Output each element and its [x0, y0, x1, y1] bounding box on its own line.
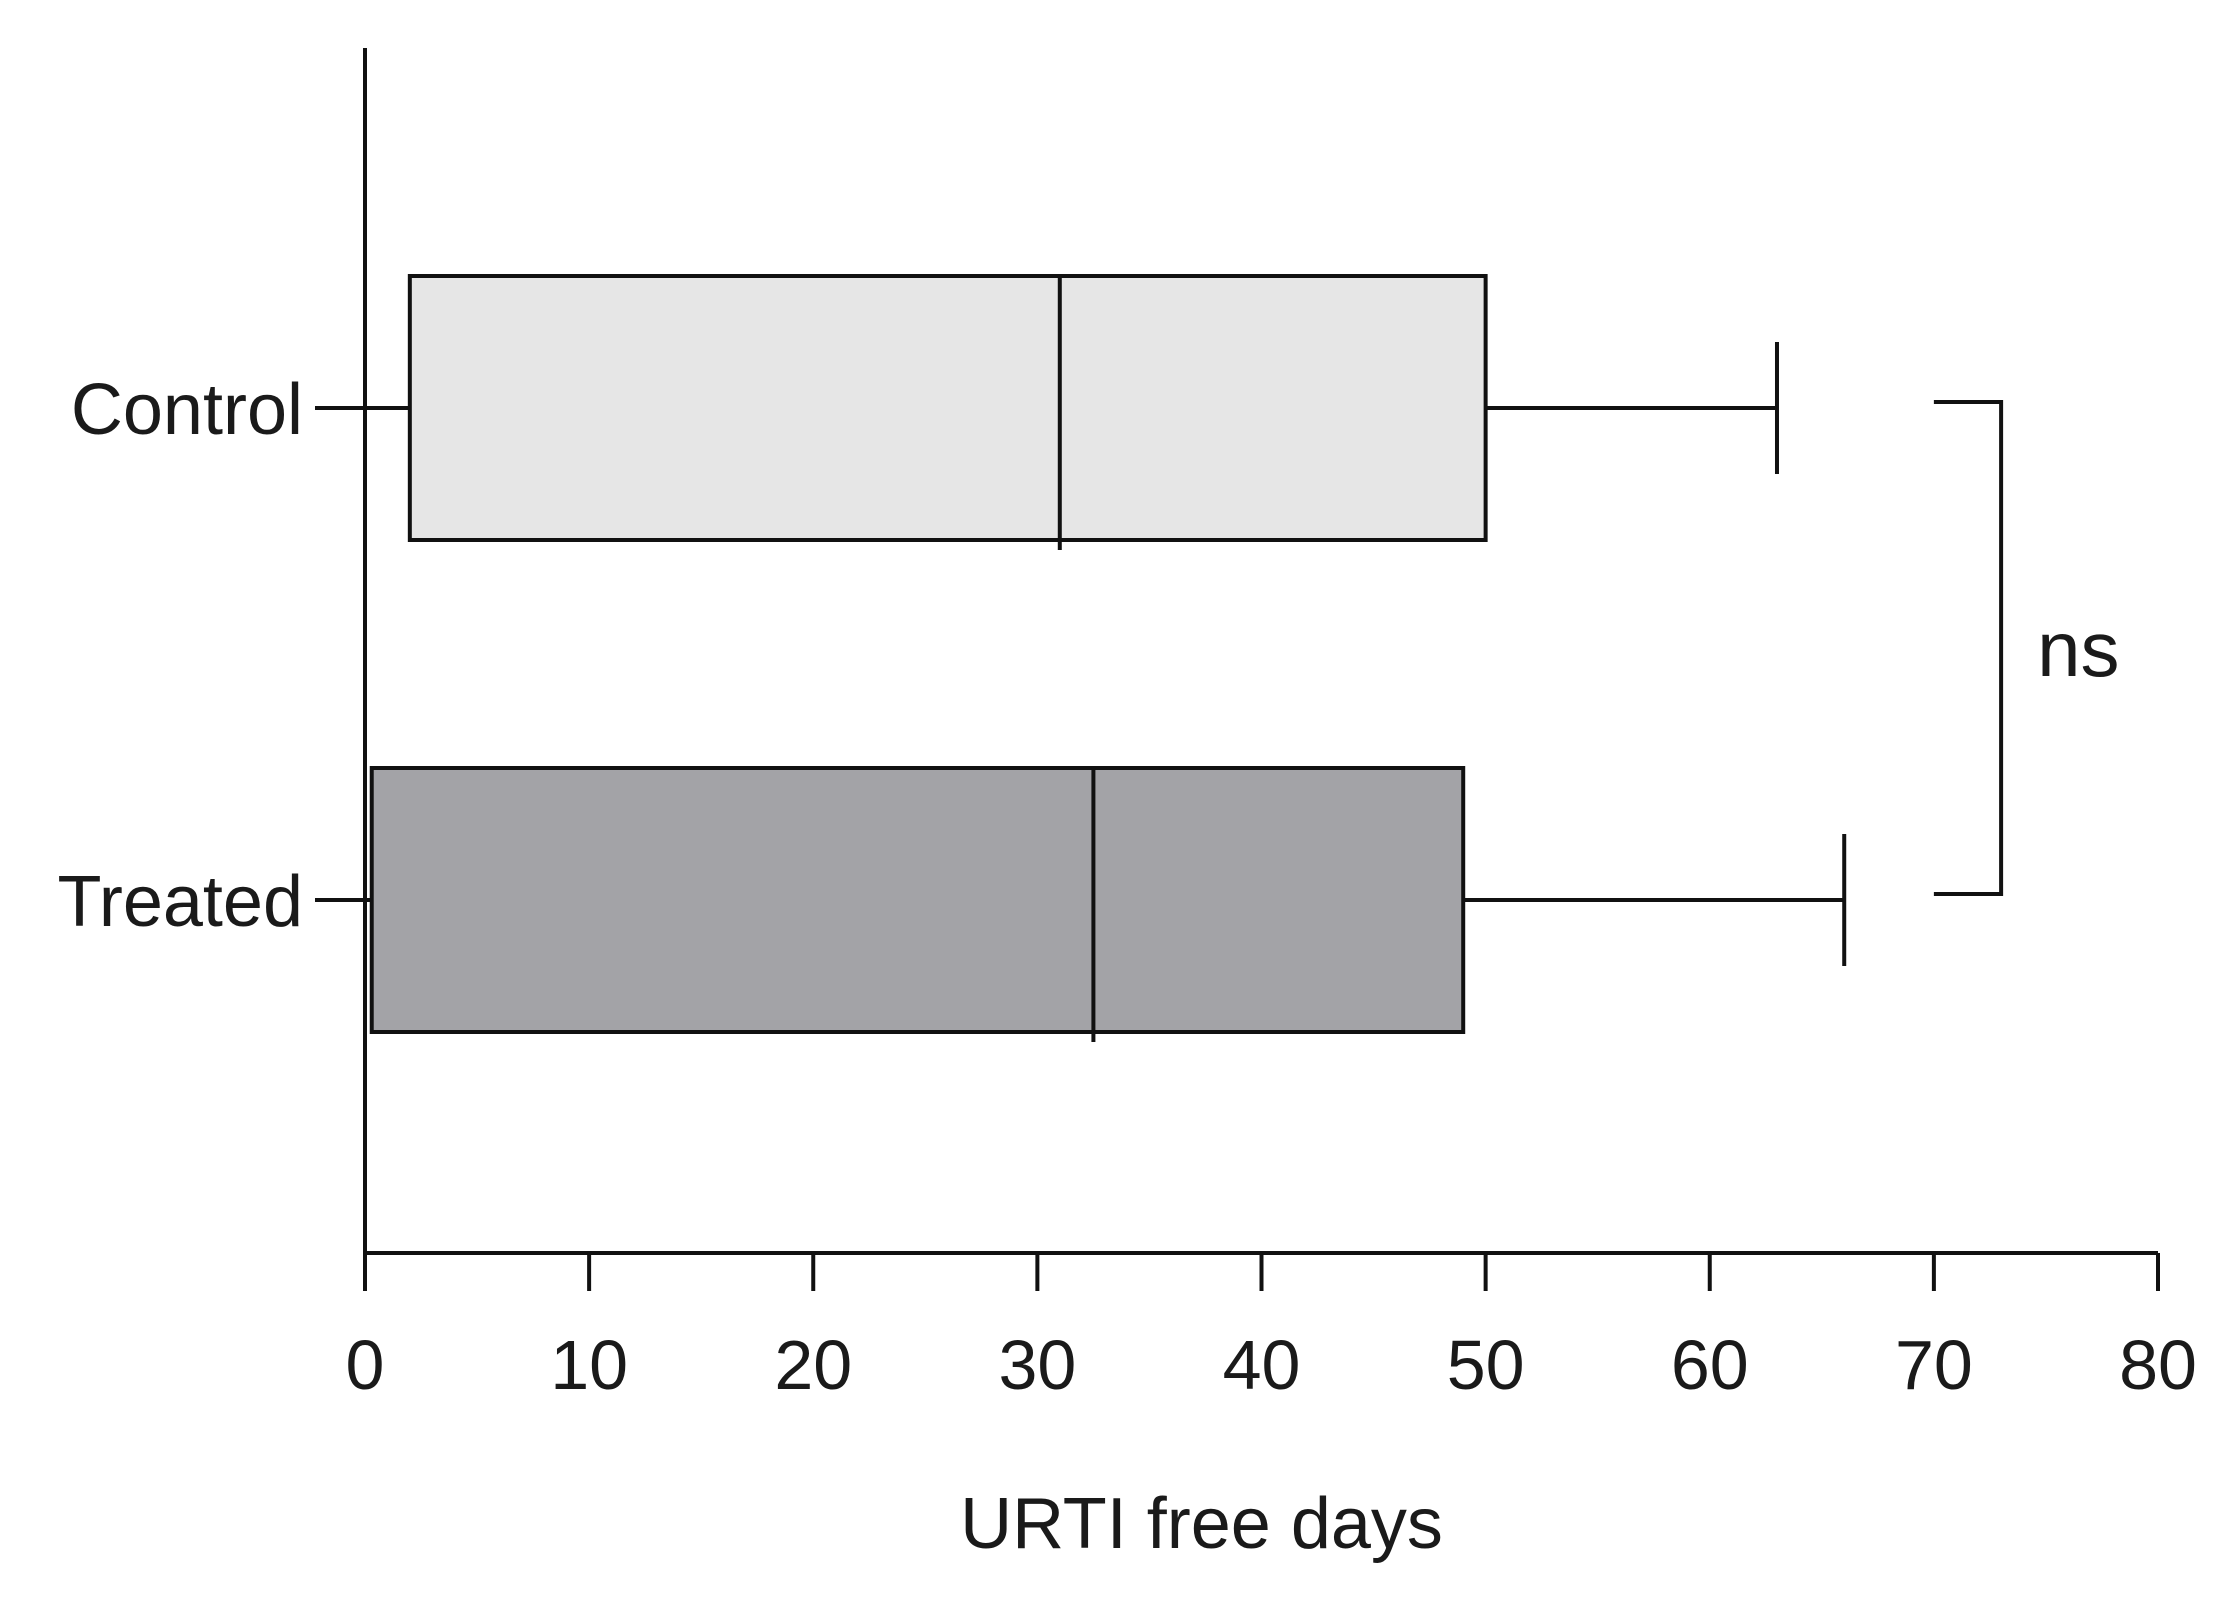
axes	[363, 48, 2158, 1255]
x-tick-label: 30	[998, 1326, 1076, 1404]
x-tick-label: 40	[1223, 1326, 1301, 1404]
boxes: Control Treated	[58, 274, 1847, 1042]
x-ticks: 0 10 20 30 40 50 60 70 80	[346, 1253, 2197, 1404]
significance-bracket: ns	[1933, 400, 2120, 896]
box-group-treated: Treated	[58, 766, 1847, 1042]
x-tick-label: 20	[774, 1326, 852, 1404]
box-treated	[369, 766, 1466, 1034]
x-tick-label: 50	[1447, 1326, 1525, 1404]
x-tick-label: 80	[2119, 1326, 2197, 1404]
category-label-treated: Treated	[58, 862, 303, 942]
x-tick-label: 0	[346, 1326, 385, 1404]
category-label-control: Control	[71, 370, 303, 450]
x-axis-title: URTI free days	[960, 1484, 1443, 1564]
x-tick-label: 70	[1895, 1326, 1973, 1404]
bracket-line	[1933, 400, 2004, 896]
x-tick-label: 60	[1671, 1326, 1749, 1404]
box-control	[407, 274, 1488, 542]
box-group-control: Control	[71, 274, 1779, 550]
x-tick-label: 10	[550, 1326, 628, 1404]
significance-label: ns	[2037, 605, 2119, 693]
